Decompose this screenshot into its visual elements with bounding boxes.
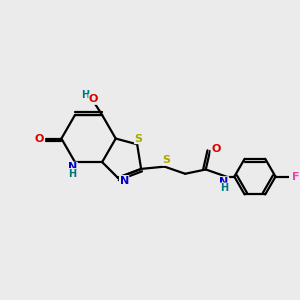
Text: N: N [119, 176, 129, 186]
Text: H: H [81, 90, 89, 100]
Text: O: O [89, 94, 98, 104]
Text: O: O [35, 134, 44, 144]
Text: F: F [292, 172, 299, 182]
Text: S: S [162, 155, 170, 165]
Text: H: H [220, 183, 228, 193]
Text: H: H [68, 169, 76, 178]
Text: N: N [68, 162, 77, 172]
Text: S: S [135, 134, 142, 144]
Text: N: N [219, 177, 229, 187]
Text: O: O [211, 145, 220, 154]
